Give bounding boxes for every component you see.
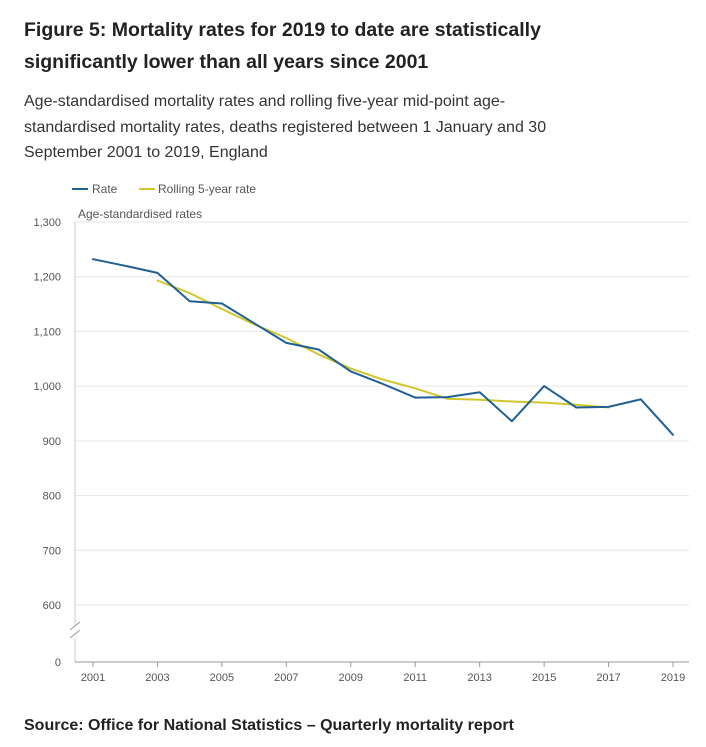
y-tick-label: 1,200 [33,272,61,284]
x-tick-label: 2013 [467,672,491,684]
x-tick-label: 2019 [661,672,685,684]
y-axis: 0 600 700 800 900 1,000 1,100 1,200 1,300 [33,217,76,669]
source-note: Source: Office for National Statistics –… [24,717,514,734]
y-tick-label: 1,000 [33,381,61,393]
legend-label-rolling: Rolling 5-year rate [158,182,256,196]
y-tick-label: 600 [43,600,61,612]
axis-break-mark [69,629,81,639]
gridlines [75,221,689,606]
x-tick-label: 2007 [274,672,298,684]
legend-label-rate: Rate [92,182,118,196]
mortality-line-chart: Rate Rolling 5-year rate Age-standardise… [33,182,689,684]
y-tick-label: 1,100 [33,326,61,338]
axis-break-mark [69,621,81,631]
x-axis: 2001 2003 2005 2007 2009 2011 2013 2015 2017 2019 [75,661,689,684]
y-tick-label: 1,300 [33,217,61,229]
x-tick-label: 2015 [532,672,556,684]
x-tick-label: 2017 [596,672,620,684]
y-tick-label: 0 [55,657,61,669]
y-axis-label: Age-standardised rates [78,207,202,221]
y-tick-label: 900 [43,436,61,448]
y-tick-label: 800 [43,491,61,503]
series-line-rate [92,258,674,436]
series-line-rolling [156,279,610,409]
x-tick-label: 2009 [339,672,363,684]
chart-title: Figure 5: Mortality rates for 2019 to da… [24,19,541,73]
series-lines [92,258,674,436]
x-tick-label: 2003 [145,672,169,684]
y-tick-label: 700 [43,545,61,557]
x-tick-label: 2005 [210,672,234,684]
x-tick-label: 2011 [403,672,427,684]
chart-subtitle: Age-standardised mortality rates and rol… [24,93,547,161]
axis-break [69,621,81,639]
legend: Rate Rolling 5-year rate [72,182,256,196]
x-tick-label: 2001 [81,672,105,684]
